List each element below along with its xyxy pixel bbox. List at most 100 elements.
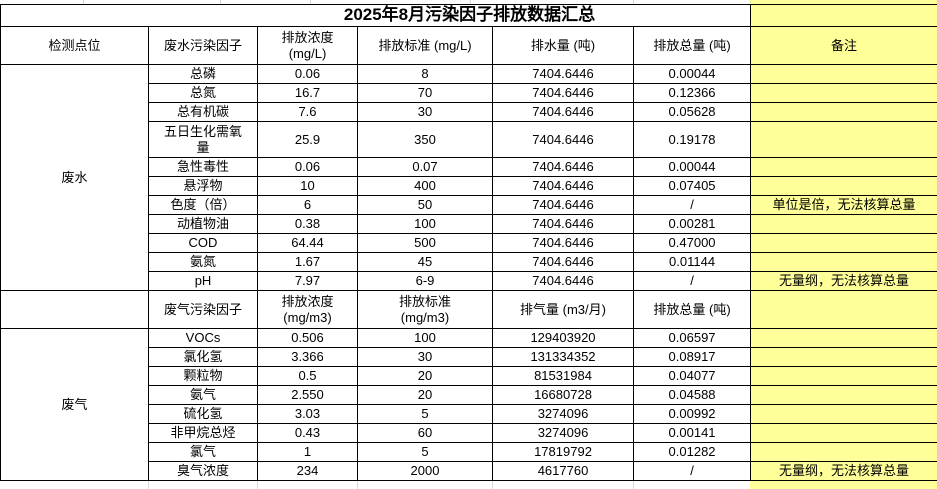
cell-total[interactable]: 0.00044 <box>632 157 752 177</box>
cell-volume[interactable]: 7404.6446 <box>492 121 634 158</box>
cell-concentration[interactable]: 64.44 <box>257 233 358 253</box>
wastewater-col-header-concentration[interactable]: 排放浓度 (mg/L) <box>257 26 358 65</box>
cell-standard[interactable]: 500 <box>357 233 493 253</box>
cell-total[interactable]: 0.00044 <box>632 64 752 84</box>
cell-standard[interactable]: 50 <box>357 195 493 215</box>
cell-factor[interactable]: 悬浮物 <box>148 176 258 196</box>
cell-standard[interactable]: 100 <box>357 328 493 348</box>
cell-standard[interactable]: 70 <box>357 83 493 103</box>
cell-factor[interactable]: VOCs <box>148 328 258 348</box>
cell-factor[interactable]: 总有机碳 <box>148 102 258 122</box>
cell-remark[interactable] <box>750 214 937 234</box>
cell-standard[interactable]: 20 <box>357 366 493 386</box>
cell-concentration[interactable]: 0.38 <box>257 214 358 234</box>
cell-standard[interactable]: 2000 <box>357 461 493 481</box>
cell-volume[interactable]: 7404.6446 <box>492 64 634 84</box>
cell-standard[interactable]: 6-9 <box>357 271 493 291</box>
cell-volume[interactable]: 7404.6446 <box>492 252 634 272</box>
cell-volume[interactable]: 7404.6446 <box>492 195 634 215</box>
cell-factor[interactable]: 总氮 <box>148 83 258 103</box>
cell-concentration[interactable]: 0.06 <box>257 157 358 177</box>
cell-remark[interactable]: 无量纲，无法核算总量 <box>750 271 937 291</box>
cell-standard[interactable]: 8 <box>357 64 493 84</box>
gas-col-header-remark[interactable] <box>750 290 937 329</box>
cell-concentration[interactable]: 25.9 <box>257 121 358 158</box>
cell-volume[interactable]: 3274096 <box>492 423 634 443</box>
cell-remark[interactable] <box>750 442 937 462</box>
cell-total[interactable]: 0.01144 <box>632 252 752 272</box>
gas-col-header-concentration[interactable]: 排放浓度 (mg/m3) <box>257 290 358 329</box>
cell-remark[interactable]: 单位是倍，无法核算总量 <box>750 195 937 215</box>
wastewater-col-header-factor[interactable]: 废水污染因子 <box>148 26 258 65</box>
cell-factor[interactable]: 氯气 <box>148 442 258 462</box>
cell-concentration[interactable]: 3.366 <box>257 347 358 367</box>
gas-col-header-total[interactable]: 排放总量 (吨) <box>632 290 752 329</box>
cell-standard[interactable]: 45 <box>357 252 493 272</box>
cell-standard[interactable]: 60 <box>357 423 493 443</box>
cell-volume[interactable]: 81531984 <box>492 366 634 386</box>
cell-total[interactable]: 0.12366 <box>632 83 752 103</box>
cell-volume[interactable]: 17819792 <box>492 442 634 462</box>
cell-factor[interactable]: 硫化氢 <box>148 404 258 424</box>
cell-standard[interactable]: 100 <box>357 214 493 234</box>
cell-concentration[interactable]: 0.5 <box>257 366 358 386</box>
cell-standard[interactable]: 350 <box>357 121 493 158</box>
cell-concentration[interactable]: 1.67 <box>257 252 358 272</box>
merged-point-wastewater[interactable]: 废水 <box>0 64 149 291</box>
cell-volume[interactable]: 3274096 <box>492 404 634 424</box>
cell-factor[interactable]: 动植物油 <box>148 214 258 234</box>
gas-col-header-volume[interactable]: 排气量 (m3/月) <box>492 290 634 329</box>
cell-standard[interactable]: 0.07 <box>357 157 493 177</box>
cell-factor[interactable]: COD <box>148 233 258 253</box>
cell-total[interactable]: / <box>632 195 752 215</box>
cell-remark[interactable] <box>750 176 937 196</box>
gas-header-point-empty[interactable] <box>0 290 149 329</box>
cell-total[interactable]: 0.08917 <box>632 347 752 367</box>
cell-factor[interactable]: pH <box>148 271 258 291</box>
cell-concentration[interactable]: 2.550 <box>257 385 358 405</box>
cell-remark[interactable] <box>750 423 937 443</box>
cell-remark[interactable] <box>750 328 937 348</box>
cell-concentration[interactable]: 0.506 <box>257 328 358 348</box>
cell-remark[interactable]: 无量纲，无法核算总量 <box>750 461 937 481</box>
cell-concentration[interactable]: 234 <box>257 461 358 481</box>
cell-factor[interactable]: 氨氮 <box>148 252 258 272</box>
cell-factor[interactable]: 五日生化需氧量 <box>148 121 258 158</box>
cell-remark[interactable] <box>750 64 937 84</box>
cell-total[interactable]: 0.04077 <box>632 366 752 386</box>
cell-total[interactable]: 0.07405 <box>632 176 752 196</box>
cell-volume[interactable]: 7404.6446 <box>492 157 634 177</box>
cell-standard[interactable]: 30 <box>357 102 493 122</box>
cell-factor[interactable]: 氯化氢 <box>148 347 258 367</box>
gas-col-header-factor[interactable]: 废气污染因子 <box>148 290 258 329</box>
cell-total[interactable]: 0.06597 <box>632 328 752 348</box>
cell-volume[interactable]: 7404.6446 <box>492 271 634 291</box>
cell-concentration[interactable]: 3.03 <box>257 404 358 424</box>
cell-volume[interactable]: 7404.6446 <box>492 83 634 103</box>
cell-volume[interactable]: 7404.6446 <box>492 233 634 253</box>
remark-column-top-cell[interactable] <box>750 4 937 27</box>
cell-total[interactable]: 0.05628 <box>632 102 752 122</box>
cell-factor[interactable]: 总磷 <box>148 64 258 84</box>
cell-total[interactable]: 0.00992 <box>632 404 752 424</box>
cell-remark[interactable] <box>750 347 937 367</box>
cell-concentration[interactable]: 0.06 <box>257 64 358 84</box>
cell-standard[interactable]: 5 <box>357 442 493 462</box>
cell-concentration[interactable]: 6 <box>257 195 358 215</box>
merged-point-gas[interactable]: 废气 <box>0 328 149 481</box>
cell-factor[interactable]: 臭气浓度 <box>148 461 258 481</box>
cell-remark[interactable] <box>750 385 937 405</box>
cell-concentration[interactable]: 7.97 <box>257 271 358 291</box>
cell-volume[interactable]: 7404.6446 <box>492 176 634 196</box>
col-header-point[interactable]: 检测点位 <box>0 26 149 65</box>
cell-total[interactable]: / <box>632 271 752 291</box>
cell-remark[interactable] <box>750 157 937 177</box>
cell-total[interactable]: / <box>632 461 752 481</box>
cell-factor[interactable]: 色度（倍） <box>148 195 258 215</box>
cell-standard[interactable]: 5 <box>357 404 493 424</box>
cell-volume[interactable]: 4617760 <box>492 461 634 481</box>
cell-factor[interactable]: 非甲烷总烃 <box>148 423 258 443</box>
cell-volume[interactable]: 7404.6446 <box>492 102 634 122</box>
wastewater-col-header-total[interactable]: 排放总量 (吨) <box>632 26 752 65</box>
title-cell[interactable]: 2025年8月污染因子排放数据汇总 <box>0 4 752 27</box>
